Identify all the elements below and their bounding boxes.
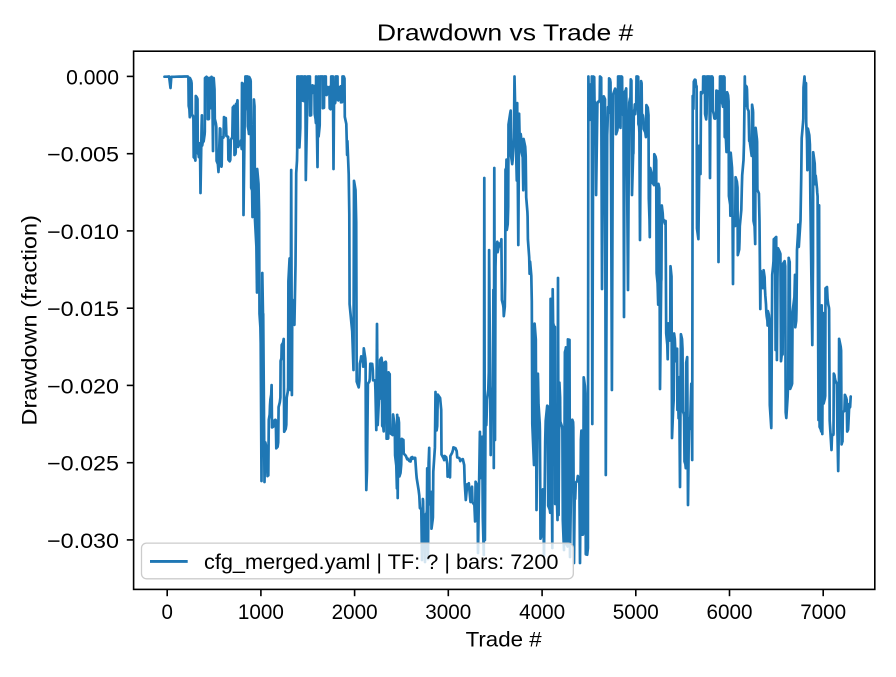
svg-text:1000: 1000 [238,601,284,624]
svg-text:2000: 2000 [332,601,378,624]
svg-text:3000: 3000 [425,601,471,624]
svg-text:Trade #: Trade # [466,628,542,651]
svg-text:Drawdown (fraction): Drawdown (fraction) [19,215,42,426]
svg-text:−0.025: −0.025 [47,453,119,476]
svg-text:6000: 6000 [707,601,753,624]
svg-text:−0.015: −0.015 [47,298,119,321]
svg-text:−0.005: −0.005 [47,144,119,167]
svg-text:7000: 7000 [800,601,846,624]
svg-text:−0.030: −0.030 [47,530,119,553]
svg-text:5000: 5000 [613,601,659,624]
svg-text:−0.020: −0.020 [47,375,119,398]
svg-text:0.000: 0.000 [66,66,119,89]
svg-text:cfg_merged.yaml | TF: ? | bars: cfg_merged.yaml | TF: ? | bars: 7200 [204,551,559,574]
svg-text:4000: 4000 [519,601,565,624]
svg-text:−0.010: −0.010 [47,221,119,244]
svg-text:0: 0 [162,601,173,624]
svg-text:Drawdown vs Trade #: Drawdown vs Trade # [377,20,634,46]
